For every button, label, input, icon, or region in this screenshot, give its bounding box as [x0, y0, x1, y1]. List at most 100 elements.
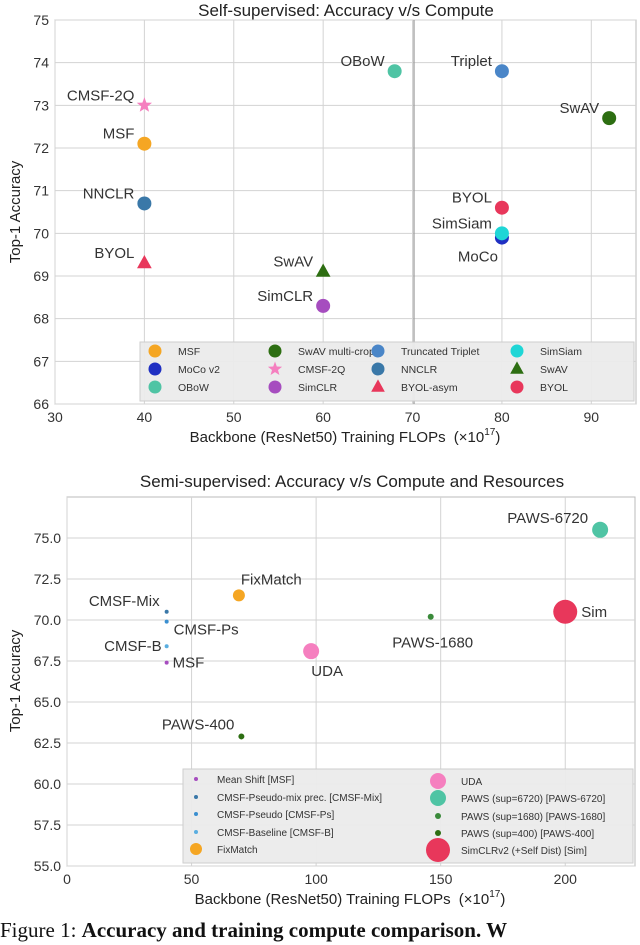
point-cmsf-2q — [136, 97, 152, 112]
legend-label-paws-1680: PAWS (sup=1680) [PAWS-1680] — [461, 812, 605, 823]
legend-marker-simclr — [268, 380, 282, 394]
point-label-obow: OBoW — [340, 53, 385, 70]
x-tick-label: 70 — [405, 409, 421, 425]
x-tick-label: 90 — [584, 409, 600, 425]
legend-label-moco-v2: MoCo v2 — [178, 364, 220, 376]
legend-label-swav: SwAV — [540, 364, 568, 376]
legend-marker-swav-multi-crop — [268, 344, 282, 358]
x-tick-label: 150 — [429, 871, 453, 887]
point-msf — [164, 660, 169, 665]
point-obow — [387, 64, 402, 79]
point-label-nnclr: NNCLR — [83, 185, 135, 202]
point-label-moco-v2: MoCo — [458, 249, 498, 266]
point-sim — [553, 599, 578, 624]
point-byol — [494, 200, 509, 215]
legend-label-msf: Mean Shift [MSF] — [217, 775, 294, 786]
x-tick-label: 30 — [47, 409, 63, 425]
x-axis-unit-close: ) — [495, 429, 500, 446]
legend-marker-byol-asym — [371, 379, 385, 392]
legend-label-cmsf-ps: CMSF-Pseudo [CMSF-Ps] — [217, 810, 334, 821]
point-fixmatch — [232, 589, 245, 602]
x-tick-label: 40 — [137, 409, 153, 425]
x-axis-label: Backbone (ResNet50) Training FLOPs (×101… — [190, 427, 501, 446]
x-tick-label: 0 — [63, 871, 71, 887]
y-tick-label: 68 — [33, 311, 49, 327]
point-byol-asym — [137, 254, 152, 269]
point-truncated-triplet — [494, 64, 509, 79]
point-msf — [137, 136, 152, 151]
point-label-sim: Sim — [581, 604, 607, 621]
legend-marker-byol — [510, 380, 524, 394]
point-label-uda: UDA — [311, 663, 343, 680]
legend-box — [182, 768, 634, 864]
x-tick-label: 60 — [315, 409, 331, 425]
point-swav — [315, 263, 331, 277]
point-label-cmsf-b: CMSF-B — [104, 638, 162, 655]
chart-title: Self-supervised: Accuracy v/s Compute — [198, 1, 494, 20]
point-label-msf: MSF — [103, 126, 135, 143]
legend-marker-truncated-triplet — [371, 344, 385, 358]
y-tick-label: 70 — [33, 225, 49, 241]
x-axis-unit-exponent: 17 — [484, 427, 496, 438]
legend-marker-uda — [430, 773, 446, 789]
point-label-cmsf-ps: CMSF-Ps — [174, 622, 239, 639]
legend-box — [139, 341, 635, 402]
point-label-fixmatch: FixMatch — [241, 571, 302, 588]
legend-marker-simsiam — [510, 344, 524, 358]
legend-marker-cmsf-2q — [267, 361, 283, 375]
legend: Mean Shift [MSF] CMSF-Pseudo-mix prec. [C… — [182, 768, 634, 864]
legend-label-uda: UDA — [461, 777, 482, 788]
y-tick-label: 72.5 — [34, 571, 61, 587]
legend-marker-cmsf-ps — [194, 812, 198, 816]
x-axis-unit: (×10 — [459, 891, 489, 908]
legend-label-cmsf-mix: CMSF-Pseudo-mix prec. [CMSF-Mix] — [217, 793, 382, 804]
point-cmsf-mix — [164, 609, 169, 614]
data-points: MSF CMSF-Mix CMSF-Ps CMSF-B FixMatch UDA PAWS-… — [89, 510, 609, 740]
legend-label-swav-multi-crop: SwAV multi-crop — [298, 346, 375, 358]
point-cmsf-ps — [164, 619, 169, 624]
x-axis-label-main: Backbone (ResNet50) Training FLOPs — [195, 891, 451, 908]
point-label-swav-multi-crop: SwAV — [559, 100, 599, 117]
y-tick-label: 62.5 — [34, 735, 61, 751]
y-tick-label: 55.0 — [34, 858, 61, 874]
point-label-cmsf-mix: CMSF-Mix — [89, 593, 160, 610]
chart-title: Semi-supervised: Accuracy v/s Compute an… — [140, 472, 564, 491]
y-tick-label: 69 — [33, 268, 49, 284]
legend-label-byol-asym: BYOL-asym — [401, 382, 458, 394]
point-nnclr — [137, 196, 152, 211]
x-axis-unit-exponent: 17 — [489, 889, 501, 900]
legend-marker-swav — [510, 361, 524, 374]
y-tick-label: 75.0 — [34, 530, 61, 546]
x-axis-unit: (×10 — [454, 429, 484, 446]
legend-marker-moco-v2 — [148, 362, 162, 376]
y-axis-label: Top-1 Accuracy — [7, 629, 24, 732]
y-tick-label: 75 — [33, 12, 49, 28]
x-axis-label: Backbone (ResNet50) Training FLOPs (×101… — [195, 889, 506, 908]
x-axis-unit-close: ) — [500, 891, 505, 908]
legend-marker-paws-1680 — [435, 813, 441, 819]
legend-label-paws-400: PAWS (sup=400) [PAWS-400] — [461, 829, 594, 840]
y-tick-label: 74 — [33, 55, 49, 71]
legend-marker-nnclr — [371, 362, 385, 376]
legend-marker-paws-6720 — [430, 790, 446, 806]
legend-marker-fixmatch — [190, 843, 202, 855]
point-paws-400 — [238, 733, 245, 740]
point-label-truncated-triplet: Triplet — [451, 53, 493, 70]
legend-marker-cmsf-b — [194, 830, 198, 834]
legend: MSF MoCo v2 OBoW SwAV multi-crop CMSF-2Q SimC… — [139, 341, 635, 402]
legend-label-fixmatch: FixMatch — [217, 845, 258, 856]
point-simclr — [316, 298, 331, 313]
legend-label-obow: OBoW — [178, 382, 209, 394]
point-label-simsiam: SimSiam — [432, 215, 492, 232]
legend-label-byol: BYOL — [540, 382, 568, 394]
legend-marker-obow — [148, 380, 162, 394]
legend-marker-msf — [148, 344, 162, 358]
point-label-byol-asym: BYOL — [94, 245, 134, 262]
figure-caption: Figure 1: Accuracy and training compute … — [0, 918, 640, 943]
legend-marker-msf — [194, 777, 198, 781]
axis-ticks: 0 50 100 150 200 55.0 57.5 60.0 62.5 65.0 67.5 70.0… — [34, 530, 577, 887]
legend-label-sim: SimCLRv2 (+Self Dist) [Sim] — [461, 846, 587, 857]
y-tick-label: 60.0 — [34, 776, 61, 792]
y-tick-label: 67.5 — [34, 653, 61, 669]
x-axis-label-main: Backbone (ResNet50) Training FLOPs — [190, 429, 446, 446]
